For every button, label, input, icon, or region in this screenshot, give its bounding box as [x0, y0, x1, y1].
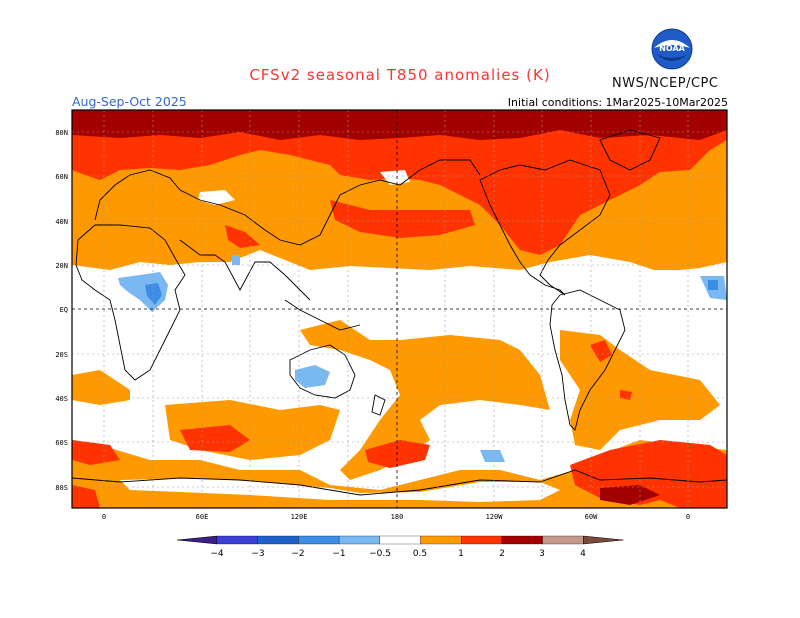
- anomaly-fields: [72, 110, 727, 508]
- coastlines: [72, 129, 727, 496]
- colorbar-label: −0.5: [369, 549, 391, 559]
- pacific-red-patch: [330, 200, 475, 238]
- india-cool-patch: [232, 255, 240, 265]
- season-label: Aug-Sep-Oct 2025: [72, 94, 187, 109]
- organization-label: NWS/NCEP/CPC: [612, 76, 719, 91]
- coast-australia: [289, 344, 356, 399]
- lat-label: 20S: [55, 351, 68, 359]
- map-title: CFSv2 seasonal T850 anomalies (K): [249, 66, 551, 84]
- initial-conditions-label: Initial conditions: 1Mar2025-10Mar2025: [507, 96, 728, 109]
- sh-red-3: [72, 440, 120, 465]
- antarctic-neutral: [120, 478, 560, 502]
- lat-label: 20N: [55, 262, 68, 270]
- sh-red-6: [590, 340, 632, 400]
- longitude-labels: 0 60E 120E 180 120W 60W 0: [102, 513, 690, 521]
- latitude-labels: 80N 60N 40N 20N EQ 20S 40S 60S 80S: [55, 129, 68, 492]
- colorbar-segment: [420, 535, 462, 545]
- coast-arabia-india: [179, 239, 311, 301]
- coast-europe-asia: [94, 159, 481, 246]
- lat-label: 80N: [55, 129, 68, 137]
- svg-text:NOAA: NOAA: [659, 44, 685, 53]
- lon-label: 120E: [291, 513, 308, 521]
- colorbar-segment: [542, 535, 584, 545]
- sh-darkred: [600, 485, 660, 505]
- coast-greenland: [599, 129, 661, 171]
- coast-africa: [75, 224, 186, 381]
- lon-label: 0: [686, 513, 690, 521]
- lon-label: 120W: [486, 513, 504, 521]
- nh-neutral-1: [198, 190, 235, 205]
- coast-north-america: [479, 159, 611, 296]
- colorbar-segment: [338, 535, 380, 545]
- colorbar-label: 1: [458, 549, 464, 559]
- colorbar-segment: [501, 535, 543, 545]
- lat-label: 80S: [55, 484, 68, 492]
- lon-label: 60W: [585, 513, 598, 521]
- colorbar-segment: [298, 535, 340, 545]
- sh-red-5: [72, 485, 100, 508]
- lat-label: 40S: [55, 395, 68, 403]
- colorbar-segment: [257, 535, 299, 545]
- europe-red-patch: [225, 225, 260, 248]
- australia-cool-patch: [295, 365, 330, 388]
- colorbar-arrow-right: [583, 535, 624, 545]
- colorbar-label: −2: [291, 549, 304, 559]
- graticule: [72, 110, 727, 508]
- coast-seasia: [284, 299, 361, 331]
- africa-cool-core: [145, 283, 162, 305]
- atlantic-cool-core: [708, 280, 718, 290]
- lon-label: 60E: [196, 513, 209, 521]
- colorbar-segment: [216, 535, 258, 545]
- lat-label: EQ: [60, 306, 68, 314]
- colorbar-segment: [379, 535, 421, 545]
- colorbar-label: −3: [251, 549, 264, 559]
- coast-nz: [371, 394, 386, 416]
- colorbar-label: 2: [499, 549, 505, 559]
- coast-antarctica: [72, 469, 727, 496]
- lat-label: 60N: [55, 173, 68, 181]
- colorbar-label: −1: [332, 549, 345, 559]
- noaa-logo-icon: NOAA: [651, 28, 693, 70]
- coast-south-america: [549, 289, 626, 431]
- nh-red-band: [72, 110, 727, 255]
- lat-label: 40N: [55, 218, 68, 226]
- lon-label: 0: [102, 513, 106, 521]
- tropical-neutral: [72, 270, 727, 340]
- colorbar-label: −4: [210, 549, 224, 559]
- colorbar-arrow-left: [176, 535, 218, 545]
- arctic-darkred: [72, 110, 727, 140]
- sh-red-2: [365, 440, 430, 468]
- colorbar: [176, 535, 624, 545]
- lat-label: 60S: [55, 439, 68, 447]
- colorbar-label: 3: [539, 549, 545, 559]
- lon-label: 180: [391, 513, 404, 521]
- map-frame: [71, 109, 728, 509]
- sopacific-cool-patch: [480, 450, 505, 462]
- sh-red-1: [180, 425, 250, 452]
- colorbar-label: 0.5: [413, 549, 427, 559]
- nh-neutral-2: [380, 170, 410, 185]
- colorbar-labels: −4 −3 −2 −1 −0.5 0.5 1 2 3 4: [210, 549, 586, 559]
- colorbar-label: 4: [580, 549, 586, 559]
- colorbar-segment: [461, 535, 503, 545]
